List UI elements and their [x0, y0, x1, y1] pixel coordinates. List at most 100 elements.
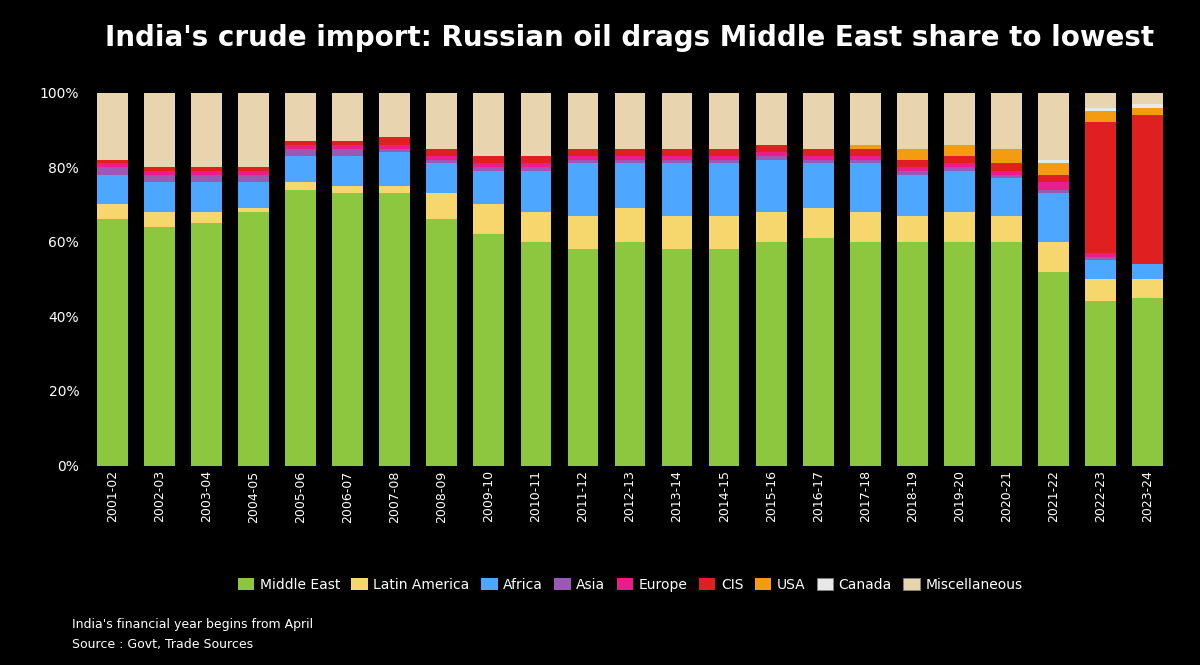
- Title: India's crude import: Russian oil drags Middle East share to lowest: India's crude import: Russian oil drags …: [106, 24, 1154, 52]
- Bar: [898, 148, 928, 160]
- Bar: [286, 156, 316, 182]
- Bar: [332, 194, 362, 465]
- Bar: [238, 208, 269, 212]
- Bar: [521, 164, 551, 167]
- Bar: [709, 92, 739, 148]
- Bar: [332, 145, 362, 148]
- Bar: [474, 167, 504, 171]
- Text: India's financial year begins from April: India's financial year begins from April: [72, 618, 313, 632]
- Bar: [614, 160, 646, 164]
- Bar: [850, 156, 881, 160]
- Bar: [756, 92, 786, 145]
- Bar: [191, 171, 222, 175]
- Bar: [286, 141, 316, 145]
- Bar: [898, 92, 928, 148]
- Bar: [898, 242, 928, 466]
- Bar: [426, 219, 457, 466]
- Bar: [850, 160, 881, 164]
- Bar: [709, 249, 739, 466]
- Bar: [379, 92, 410, 138]
- Bar: [661, 164, 692, 215]
- Bar: [1133, 92, 1163, 104]
- Bar: [944, 156, 974, 164]
- Bar: [426, 92, 457, 148]
- Bar: [521, 212, 551, 242]
- Bar: [803, 148, 834, 156]
- Bar: [898, 215, 928, 242]
- Bar: [144, 182, 175, 212]
- Bar: [474, 92, 504, 156]
- Bar: [521, 171, 551, 212]
- Bar: [568, 148, 599, 156]
- Bar: [661, 160, 692, 164]
- Bar: [1085, 279, 1116, 301]
- Bar: [1038, 175, 1069, 182]
- Bar: [332, 186, 362, 194]
- Bar: [191, 175, 222, 182]
- Bar: [944, 242, 974, 466]
- Bar: [97, 160, 127, 164]
- Bar: [426, 164, 457, 194]
- Bar: [1085, 111, 1116, 122]
- Bar: [474, 234, 504, 466]
- Bar: [709, 160, 739, 164]
- Bar: [1085, 301, 1116, 466]
- Bar: [1038, 271, 1069, 466]
- Bar: [614, 164, 646, 208]
- Bar: [97, 219, 127, 466]
- Bar: [850, 148, 881, 156]
- Bar: [756, 212, 786, 242]
- Bar: [474, 156, 504, 164]
- Bar: [1133, 108, 1163, 115]
- Bar: [568, 249, 599, 466]
- Bar: [614, 242, 646, 466]
- Bar: [661, 215, 692, 249]
- Bar: [426, 148, 457, 156]
- Bar: [944, 212, 974, 242]
- Bar: [1133, 298, 1163, 466]
- Bar: [803, 238, 834, 466]
- Bar: [1038, 92, 1069, 160]
- Bar: [521, 167, 551, 171]
- Bar: [1085, 261, 1116, 279]
- Bar: [803, 156, 834, 160]
- Bar: [991, 148, 1022, 164]
- Bar: [1038, 160, 1069, 164]
- Bar: [144, 171, 175, 175]
- Bar: [614, 92, 646, 148]
- Bar: [1085, 253, 1116, 257]
- Bar: [898, 175, 928, 215]
- Bar: [379, 138, 410, 145]
- Bar: [803, 92, 834, 148]
- Bar: [191, 182, 222, 212]
- Bar: [144, 92, 175, 167]
- Bar: [756, 160, 786, 212]
- Bar: [991, 215, 1022, 242]
- Bar: [1085, 257, 1116, 261]
- Bar: [286, 145, 316, 148]
- Bar: [426, 194, 457, 219]
- Bar: [1038, 194, 1069, 242]
- Bar: [756, 152, 786, 156]
- Bar: [991, 92, 1022, 148]
- Bar: [1085, 108, 1116, 111]
- Bar: [944, 164, 974, 167]
- Bar: [97, 167, 127, 175]
- Bar: [661, 92, 692, 148]
- Bar: [521, 92, 551, 156]
- Bar: [944, 171, 974, 212]
- Bar: [379, 148, 410, 152]
- Bar: [1133, 279, 1163, 298]
- Bar: [191, 212, 222, 223]
- Bar: [1133, 104, 1163, 108]
- Bar: [426, 156, 457, 160]
- Bar: [568, 215, 599, 249]
- Bar: [709, 164, 739, 215]
- Bar: [426, 160, 457, 164]
- Bar: [191, 223, 222, 466]
- Bar: [803, 208, 834, 238]
- Bar: [850, 145, 881, 148]
- Bar: [1038, 190, 1069, 194]
- Bar: [332, 92, 362, 141]
- Bar: [944, 167, 974, 171]
